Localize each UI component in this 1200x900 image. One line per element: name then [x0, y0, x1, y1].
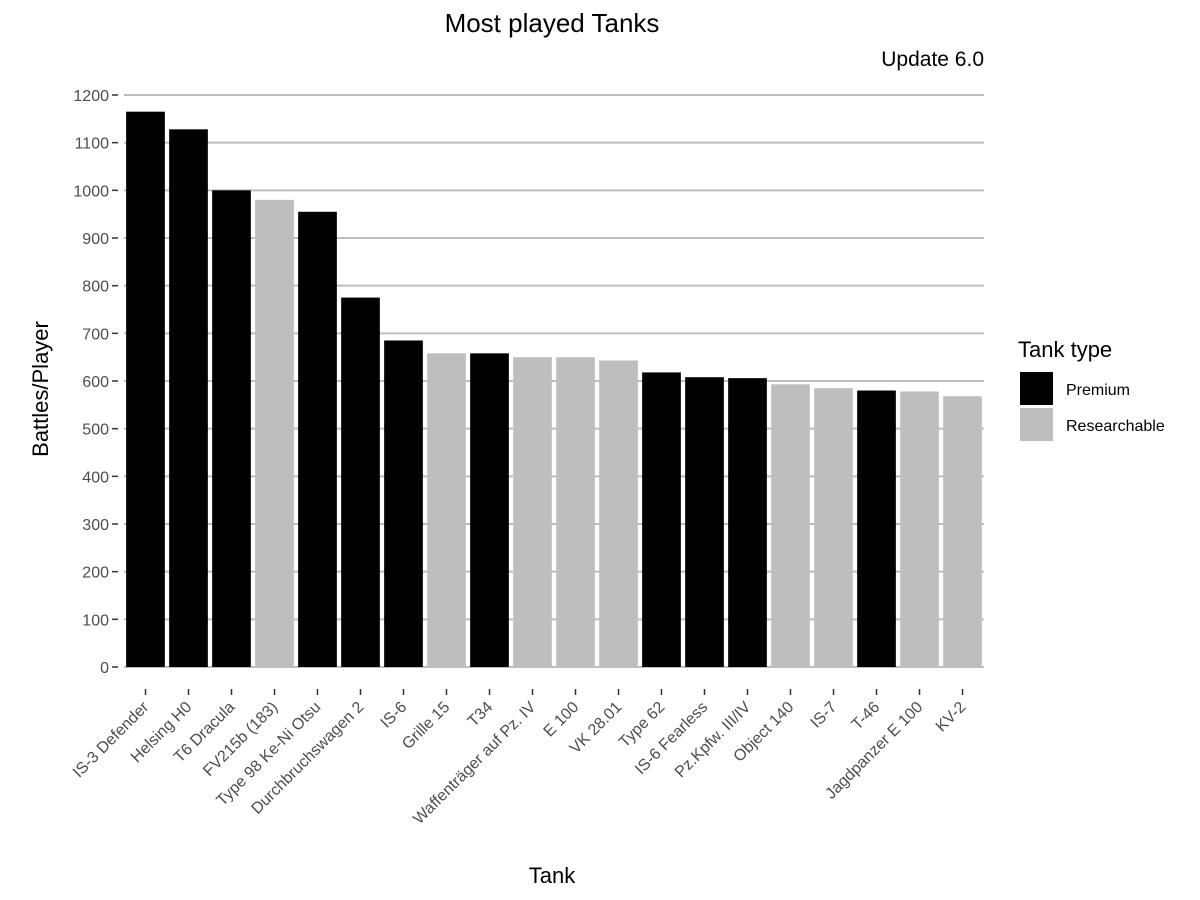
bar: [169, 129, 208, 667]
x-tick-label: E 100: [541, 699, 583, 741]
x-tick-label: T34: [465, 699, 497, 731]
bar: [212, 190, 251, 668]
y-tick-label: 300: [82, 517, 109, 534]
bar: [470, 353, 509, 667]
x-tick-label: FV215b (183): [200, 699, 281, 780]
bar: [814, 388, 853, 667]
legend: Tank type Premium Researchable: [1018, 337, 1165, 441]
y-tick-label: 0: [100, 660, 109, 677]
y-tick-label: 700: [82, 326, 109, 343]
bar: [857, 390, 896, 667]
x-tick-label: IS-7: [808, 699, 841, 732]
x-tick-label: IS-6: [378, 699, 411, 732]
y-tick-label: 100: [82, 612, 109, 629]
y-tick-label: 500: [82, 422, 109, 439]
y-tick-label: 800: [82, 279, 109, 296]
y-tick-label: 200: [82, 565, 109, 582]
y-tick-label: 900: [82, 231, 109, 248]
legend-swatch: [1020, 372, 1053, 405]
bar: [384, 340, 423, 667]
x-tick-label: Pz.Kpfw. III/IV: [672, 699, 755, 782]
bar: [513, 357, 552, 667]
bar: [685, 377, 724, 667]
bar: [556, 357, 595, 667]
y-tick-label: 1100: [75, 136, 110, 153]
legend-label: Premium: [1066, 382, 1130, 399]
x-tick-label: Grille 15: [399, 699, 453, 753]
x-axis-title: Tank: [529, 863, 576, 888]
bars: [126, 111, 982, 668]
y-tick-label: 400: [82, 469, 109, 486]
bar: [255, 199, 294, 667]
bar: [298, 211, 337, 668]
y-tick-label: 1000: [73, 183, 109, 200]
legend-title: Tank type: [1018, 337, 1112, 362]
legend-swatch: [1020, 408, 1053, 441]
bar: [642, 372, 681, 667]
x-tick-label: KV-2: [933, 699, 970, 736]
chart-title: Most played Tanks: [445, 8, 660, 38]
legend-label: Researchable: [1066, 418, 1165, 435]
gridlines: [124, 94, 984, 668]
bar: [900, 391, 939, 667]
y-tick-label: 1200: [73, 88, 109, 105]
bar: [599, 360, 638, 667]
bar: [771, 384, 810, 667]
x-tick-label: T-46: [849, 699, 884, 734]
bar: [943, 396, 982, 667]
bar: [341, 297, 380, 667]
bar: [126, 111, 165, 667]
bar: [728, 378, 767, 667]
y-tick-label: 600: [82, 374, 109, 391]
chart-subtitle: Update 6.0: [881, 48, 984, 71]
y-axis-title: Battles/Player: [28, 321, 53, 457]
x-tick-label: IS-3 Defender: [70, 698, 153, 781]
bar: [427, 353, 466, 667]
y-axis: 0 100 200 300 400 500 600 700 800 900 1000 1100 1200: [73, 88, 118, 677]
